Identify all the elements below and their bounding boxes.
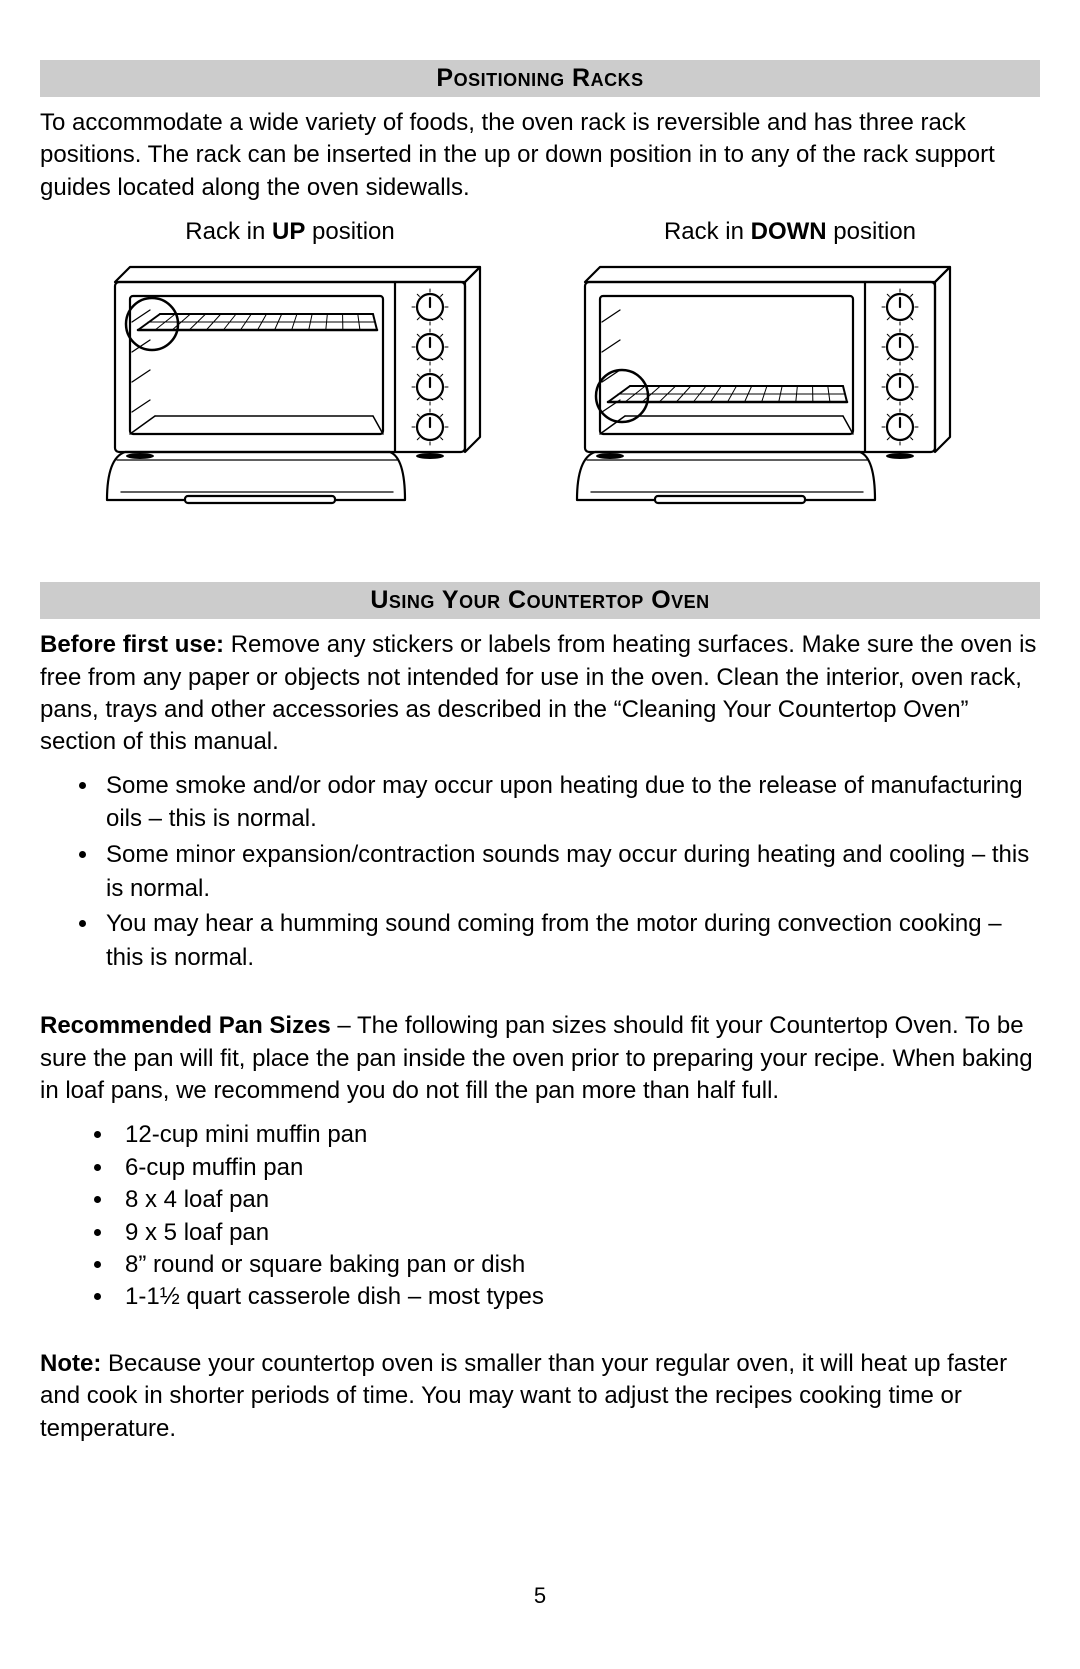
caption-down-post: position bbox=[827, 218, 916, 245]
positioning-intro: To accommodate a wide variety of foods, … bbox=[40, 107, 1040, 204]
pan-list: 12-cup mini muffin pan6-cup muffin pan8 … bbox=[115, 1119, 1040, 1313]
oven-diagram-down bbox=[555, 252, 995, 522]
caption-up-bold: UP bbox=[272, 218, 305, 245]
pan-item: 9 x 5 loaf pan bbox=[115, 1217, 1040, 1249]
before-first-use-label: Before first use: bbox=[40, 631, 224, 658]
caption-up: Rack in UP position bbox=[40, 218, 540, 246]
diagram-row bbox=[40, 252, 1040, 522]
pan-item: 6-cup muffin pan bbox=[115, 1152, 1040, 1184]
pan-sizes-label: Recommended Pan Sizes bbox=[40, 1012, 331, 1039]
caption-row: Rack in UP position Rack in DOWN positio… bbox=[40, 218, 1040, 246]
note-item: You may hear a humming sound coming from… bbox=[100, 907, 1040, 974]
pan-item: 1-1½ quart casserole dish – most types bbox=[115, 1281, 1040, 1313]
caption-down-bold: DOWN bbox=[751, 218, 827, 245]
note-text: Because your countertop oven is smaller … bbox=[40, 1350, 1007, 1442]
before-first-use: Before first use: Remove any stickers or… bbox=[40, 629, 1040, 759]
pan-item: 8” round or square baking pan or dish bbox=[115, 1249, 1040, 1281]
caption-down: Rack in DOWN position bbox=[540, 218, 1040, 246]
page-number: 5 bbox=[0, 1583, 1080, 1609]
note-para: Note: Because your countertop oven is sm… bbox=[40, 1348, 1040, 1445]
caption-up-pre: Rack in bbox=[185, 218, 272, 245]
section-header-using: Using Your Countertop Oven bbox=[40, 582, 1040, 619]
section-header-positioning: Positioning Racks bbox=[40, 60, 1040, 97]
note-label: Note: bbox=[40, 1350, 101, 1377]
pan-sizes-para: Recommended Pan Sizes – The following pa… bbox=[40, 1010, 1040, 1107]
caption-down-pre: Rack in bbox=[664, 218, 751, 245]
pan-item: 12-cup mini muffin pan bbox=[115, 1119, 1040, 1151]
caption-up-post: position bbox=[305, 218, 394, 245]
oven-diagram-up bbox=[85, 252, 525, 522]
normal-notes-list: Some smoke and/or odor may occur upon he… bbox=[100, 769, 1040, 975]
note-item: Some smoke and/or odor may occur upon he… bbox=[100, 769, 1040, 836]
note-item: Some minor expansion/contraction sounds … bbox=[100, 838, 1040, 905]
pan-item: 8 x 4 loaf pan bbox=[115, 1184, 1040, 1216]
